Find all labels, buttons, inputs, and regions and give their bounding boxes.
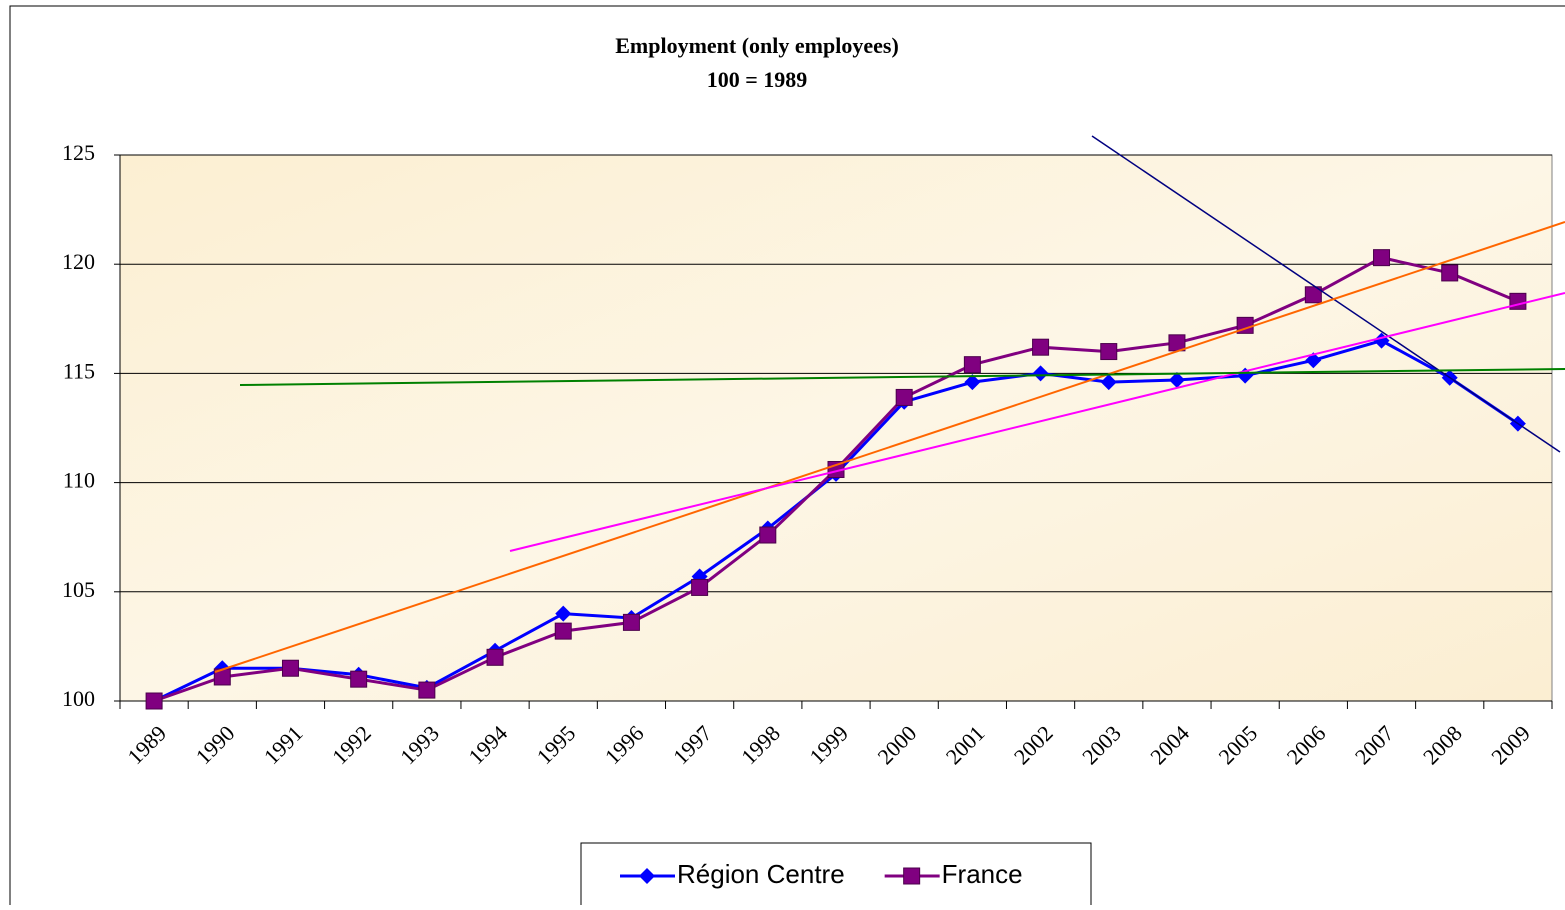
y-tick-label: 110 xyxy=(63,468,95,493)
marker xyxy=(964,374,981,391)
marker xyxy=(145,692,163,710)
trendline xyxy=(239,368,1565,386)
trendline xyxy=(509,292,1565,552)
marker xyxy=(486,648,504,666)
marker xyxy=(622,613,640,631)
legend-label: France xyxy=(942,859,1023,889)
marker xyxy=(895,388,913,406)
grid xyxy=(114,154,1553,709)
y-tick-label: 120 xyxy=(62,249,95,274)
marker xyxy=(281,659,299,677)
marker xyxy=(555,605,572,622)
trendlines xyxy=(214,135,1565,673)
marker xyxy=(1509,292,1527,310)
y-tick-label: 100 xyxy=(62,686,95,711)
marker xyxy=(554,622,572,640)
marker xyxy=(639,868,655,884)
marker xyxy=(1032,365,1049,382)
chart-title: Employment (only employees) xyxy=(615,33,899,58)
y-tick-label: 115 xyxy=(63,358,95,383)
marker xyxy=(1100,343,1118,361)
marker xyxy=(903,867,921,885)
legend-label: Région Centre xyxy=(677,859,845,889)
legend-entries: Région Centre France xyxy=(620,859,1023,889)
plot-area xyxy=(119,154,1553,702)
chart-subtitle: 100 = 1989 xyxy=(707,67,808,92)
marker xyxy=(350,670,368,688)
marker xyxy=(1100,374,1117,391)
marker xyxy=(1441,264,1459,282)
marker xyxy=(418,681,436,699)
marker xyxy=(1168,371,1185,388)
marker xyxy=(1032,338,1050,356)
marker xyxy=(759,526,777,544)
trendline xyxy=(1091,135,1561,453)
y-tick-label: 105 xyxy=(62,577,95,602)
marker xyxy=(1304,286,1322,304)
marker xyxy=(963,356,981,374)
y-tick-label: 125 xyxy=(62,140,95,165)
marker xyxy=(1168,334,1186,352)
marker xyxy=(1373,249,1391,267)
marker xyxy=(691,578,709,596)
trendline xyxy=(214,221,1565,673)
